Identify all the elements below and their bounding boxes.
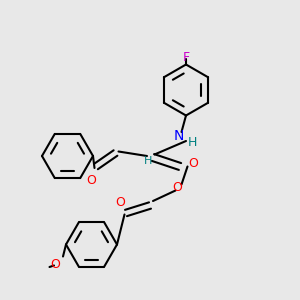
Text: O: O [87, 173, 96, 187]
Text: O: O [172, 181, 182, 194]
Text: O: O [189, 157, 198, 170]
Text: F: F [182, 50, 190, 64]
Text: H: H [187, 136, 197, 149]
Text: O: O [51, 257, 60, 271]
Text: H: H [144, 155, 153, 166]
Text: O: O [115, 196, 125, 209]
Text: N: N [173, 130, 184, 143]
